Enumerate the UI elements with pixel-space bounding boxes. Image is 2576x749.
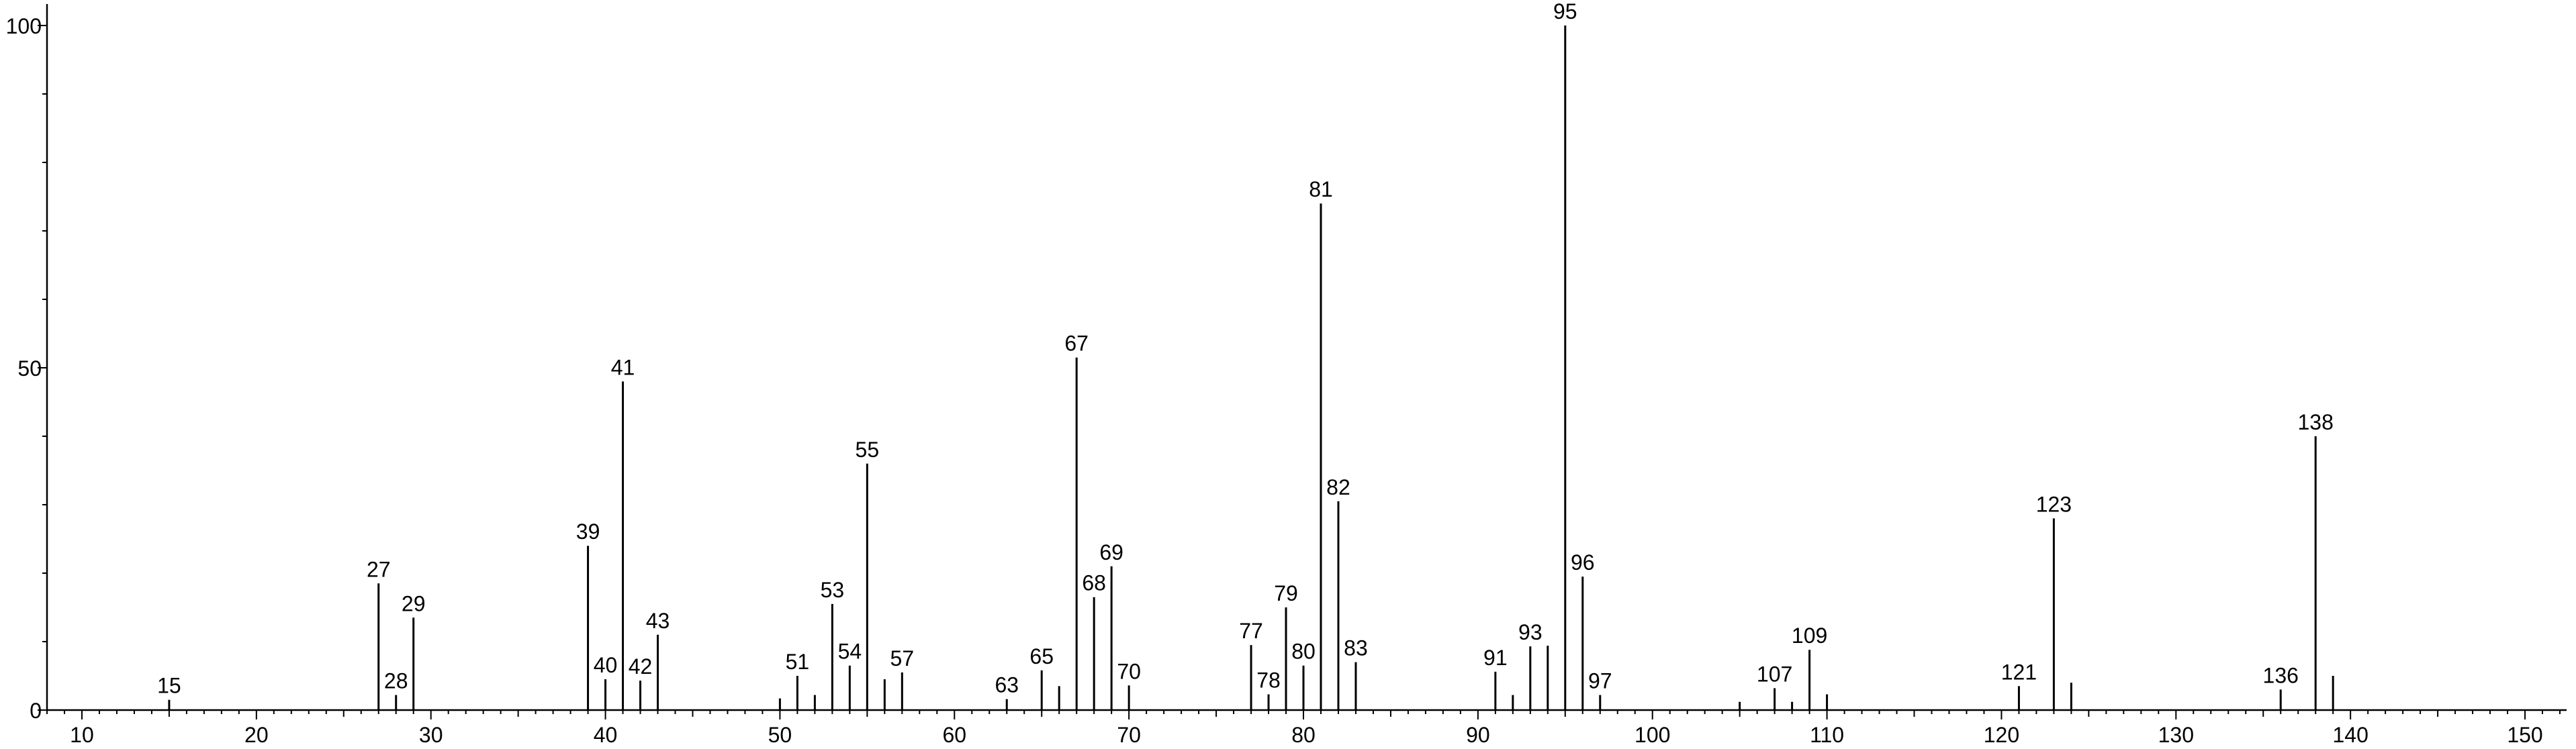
peak-label: 136: [2263, 663, 2299, 687]
x-tick-label: 110: [1810, 723, 1844, 747]
peak-label: 107: [1757, 662, 1792, 686]
x-tick-label: 50: [768, 723, 792, 747]
peak-label: 80: [1291, 640, 1316, 664]
peak-label: 97: [1588, 669, 1612, 693]
x-tick-label: 100: [1635, 723, 1670, 747]
peak-label: 83: [1344, 636, 1368, 660]
x-tick-label: 150: [2507, 723, 2542, 747]
peak-label: 82: [1326, 475, 1350, 499]
peak-label: 41: [611, 355, 635, 379]
y-tick-label: 100: [6, 14, 42, 38]
peak-label: 138: [2297, 410, 2333, 434]
x-tick-label: 60: [942, 723, 966, 747]
peak-label: 55: [856, 438, 880, 462]
peak-label: 28: [384, 669, 408, 693]
x-tick-label: 30: [419, 723, 443, 747]
peak-label: 93: [1518, 620, 1543, 644]
peak-label: 51: [786, 650, 810, 674]
peak-label: 81: [1309, 177, 1333, 201]
peak-label: 65: [1029, 644, 1054, 668]
peak-label: 78: [1256, 668, 1281, 693]
x-tick-label: 20: [244, 723, 269, 747]
y-tick-label: 0: [30, 699, 42, 723]
peak-label: 123: [2036, 492, 2072, 516]
peak-label: 63: [995, 673, 1019, 697]
peak-label: 42: [629, 654, 653, 679]
x-tick-label: 90: [1466, 723, 1490, 747]
peak-label: 43: [646, 609, 670, 633]
peak-label: 29: [402, 591, 426, 615]
peak-label: 57: [890, 646, 915, 670]
peak-label: 15: [157, 674, 181, 698]
peak-label: 109: [1792, 623, 1827, 648]
x-tick-label: 70: [1117, 723, 1141, 747]
x-tick-label: 40: [594, 723, 618, 747]
peak-label: 27: [367, 557, 391, 581]
peaks: 15 27 28 29 39 40 41 42 43 51 53 54 55 57 63 65 67 68 69 70…: [157, 0, 2334, 710]
peak-label: 54: [838, 640, 862, 664]
peak-label: 121: [2001, 660, 2037, 684]
peak-label: 95: [1553, 0, 1577, 23]
x-tick-label: 130: [2158, 723, 2194, 747]
peak-label: 79: [1274, 581, 1298, 605]
peak-label: 70: [1117, 659, 1141, 683]
x-tick-label: 120: [1984, 723, 2019, 747]
x-tick-label: 80: [1291, 723, 1316, 747]
x-tick-label: 140: [2332, 723, 2368, 747]
peak-label: 39: [576, 519, 600, 544]
peak-label: 91: [1483, 646, 1508, 670]
peak-label: 69: [1099, 540, 1123, 564]
y-tick-label: 50: [17, 356, 42, 381]
peak-label: 40: [594, 653, 618, 677]
peak-label: 96: [1571, 550, 1595, 575]
peak-label: 77: [1239, 619, 1263, 643]
x-tick-label: 10: [70, 723, 94, 747]
peak-label: 67: [1064, 332, 1089, 356]
axes: 10 20 30 40 50 60 70 80 90 100 110 120 130 140 150 0 50 1…: [6, 4, 2567, 747]
peak-label: 68: [1082, 571, 1106, 595]
peak-label: 53: [821, 578, 845, 602]
